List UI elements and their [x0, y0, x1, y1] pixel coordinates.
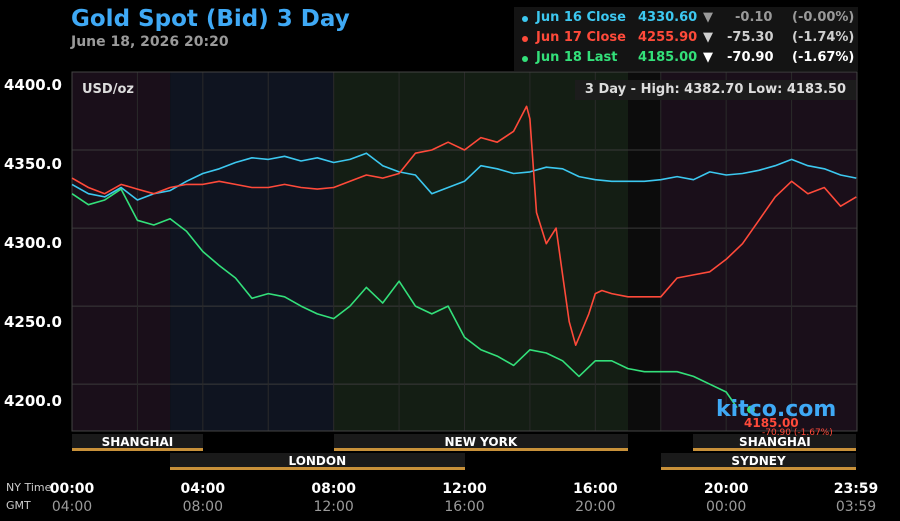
x-tick-ny: 12:00	[442, 481, 487, 497]
plot-frame	[71, 71, 858, 432]
gmt-axis-label: GMT	[6, 499, 31, 512]
legend-price: 4185.00	[638, 50, 698, 65]
session-label: LONDON	[170, 453, 465, 469]
legend-item-jun16: Jun 16 Close 4330.60 ▼ -0.10 (-0.00%)	[520, 10, 858, 30]
legend-price: 4255.90	[638, 30, 698, 45]
x-tick-ny: 16:00	[573, 481, 618, 497]
legend-item-jun17: Jun 17 Close 4255.90 ▼ -75.30 (-1.74%)	[520, 30, 858, 50]
series-line-2	[71, 188, 738, 409]
x-tick-ny: 20:00	[703, 481, 749, 497]
legend-change: -75.30	[727, 30, 774, 45]
region-asia	[72, 72, 171, 431]
legend-change: -70.90	[727, 50, 774, 65]
legend-price: 4330.60	[638, 10, 698, 25]
region-evening	[660, 72, 857, 431]
series-line-0	[71, 152, 857, 201]
legend: Jun 16 Close 4330.60 ▼ -0.10 (-0.00%) Ju…	[514, 7, 858, 71]
unit-label: USD/oz	[82, 82, 134, 97]
legend-label: Jun 17 Close	[536, 30, 626, 45]
last-change-label: -70.90 (-1.67%)	[762, 428, 833, 438]
legend-pct: (-1.74%)	[792, 30, 855, 45]
y-tick-label: 4400.0	[4, 76, 62, 94]
last-price-marker	[746, 405, 755, 414]
y-tick-label: 4200.0	[4, 392, 62, 410]
y-tick-label: 4350.0	[4, 155, 62, 173]
x-tick-ny: 00:00	[49, 481, 95, 497]
legend-dot-icon	[522, 16, 528, 22]
session-bar	[333, 448, 629, 451]
x-tick-ny: 23:59	[833, 481, 879, 497]
x-tick-ny: 04:00	[180, 481, 226, 497]
down-arrow-icon: ▼	[703, 50, 713, 65]
region-closed	[628, 72, 661, 431]
x-tick-gmt: 12:00	[313, 499, 354, 515]
session-label: SHANGHAI	[72, 434, 203, 450]
kitco-logo: kitco.com	[716, 397, 837, 422]
legend-dot-icon	[522, 56, 528, 62]
region-london	[170, 72, 334, 431]
legend-label: Jun 16 Close	[536, 10, 626, 25]
session-label: SHANGHAI	[693, 434, 857, 450]
down-arrow-icon: ▼	[703, 10, 713, 25]
session-bar	[660, 467, 857, 470]
legend-pct: (-0.00%)	[792, 10, 855, 25]
session-label: NEW YORK	[333, 434, 629, 450]
x-tick-gmt: 04:00	[51, 499, 93, 515]
high-low-readout: 3 Day - High: 4382.70 Low: 4183.50	[575, 80, 856, 100]
session-label: SYDNEY	[660, 453, 857, 469]
x-tick-gmt: 08:00	[182, 499, 224, 515]
x-tick-gmt: 20:00	[575, 499, 616, 515]
region-newyork	[333, 72, 629, 431]
legend-item-jun18: Jun 18 Last 4185.00 ▼ -70.90 (-1.67%)	[520, 50, 858, 70]
session-bar	[72, 448, 203, 451]
y-tick-label: 4300.0	[4, 234, 62, 252]
y-tick-label: 4250.0	[4, 313, 62, 331]
x-tick-gmt: 00:00	[705, 499, 747, 515]
x-tick-gmt: 03:59	[835, 499, 877, 515]
x-tick-ny: 08:00	[311, 481, 356, 497]
legend-dot-icon	[522, 36, 528, 42]
ny-time-axis-label: NY Time	[6, 481, 52, 494]
last-price-label: 4185.00	[744, 416, 799, 430]
down-arrow-icon: ▼	[703, 30, 713, 45]
page-title: Gold Spot (Bid) 3 Day	[71, 6, 350, 32]
x-tick-gmt: 16:00	[444, 499, 485, 515]
chart-datetime: June 18, 2026 20:20	[71, 34, 229, 50]
session-bar	[170, 467, 465, 470]
legend-pct: (-1.67%)	[792, 50, 855, 65]
series-line-1	[71, 105, 857, 346]
legend-label: Jun 18 Last	[536, 50, 618, 65]
session-bar	[693, 448, 857, 451]
legend-change: -0.10	[735, 10, 773, 25]
